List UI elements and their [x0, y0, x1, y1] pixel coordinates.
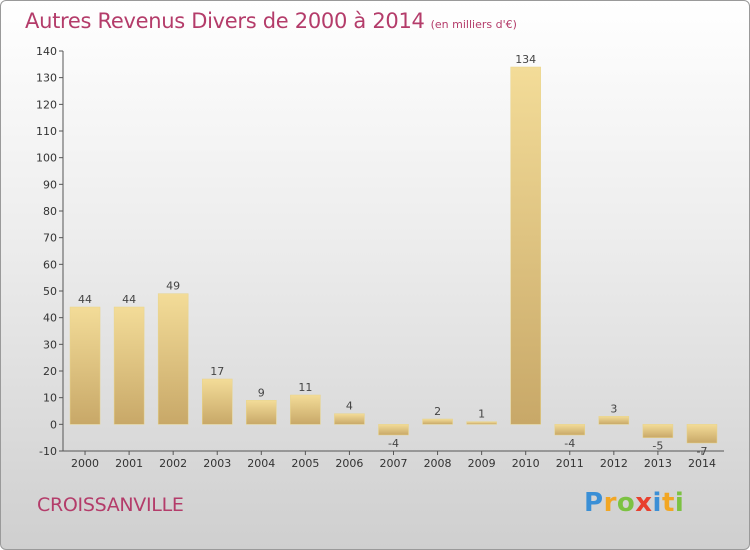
y-tick-label: 110: [36, 125, 57, 138]
bar-value-label: 2: [434, 405, 441, 418]
logo-letter: r: [603, 488, 617, 518]
y-tick-label: 10: [43, 392, 57, 405]
x-tick-label: 2007: [380, 457, 408, 470]
x-tick-label: 2006: [335, 457, 363, 470]
chart-title-block: Autres Revenus Divers de 2000 à 2014 (en …: [25, 9, 517, 33]
logo-letter: t: [661, 488, 675, 518]
bar: [113, 306, 145, 425]
x-tick-label: 2008: [424, 457, 452, 470]
x-tick-label: 2011: [556, 457, 584, 470]
x-tick-label: 2005: [291, 457, 319, 470]
bar-value-label: -4: [388, 437, 399, 450]
bar: [246, 400, 277, 425]
y-tick-label: 30: [43, 338, 57, 351]
bar: [378, 424, 409, 436]
bar: [422, 418, 453, 425]
proxiti-logo: Proxiti: [584, 488, 684, 518]
bar-value-label: 4: [346, 400, 353, 413]
y-tick-label: 90: [43, 178, 57, 191]
x-tick-label: 2004: [247, 457, 275, 470]
bar: [510, 66, 541, 425]
y-tick-label: 0: [50, 418, 57, 431]
y-tick-label: 80: [43, 205, 57, 218]
y-tick-label: 60: [43, 258, 57, 271]
bar: [157, 293, 189, 425]
bar-value-label: 134: [515, 53, 536, 66]
y-tick-label: 130: [36, 72, 57, 85]
city-name: CROISSANVILLE: [37, 494, 184, 516]
bar: [466, 421, 497, 425]
bar: [642, 424, 674, 438]
bar-value-label: 9: [258, 386, 265, 399]
bar-value-label: 1: [478, 408, 485, 421]
x-tick-label: 2001: [115, 457, 143, 470]
bar-value-label: -5: [652, 440, 663, 453]
bar: [598, 416, 630, 425]
logo-letter: i: [674, 488, 685, 518]
x-tick-label: 2012: [600, 457, 628, 470]
x-tick-label: 2000: [71, 457, 99, 470]
bar: [686, 424, 718, 444]
y-tick-label: 100: [36, 152, 57, 165]
logo-letter: o: [616, 488, 636, 518]
bar-value-label: 44: [78, 293, 92, 306]
y-tick-label: -10: [39, 445, 57, 458]
logo-letter: x: [635, 488, 653, 518]
x-tick-label: 2010: [512, 457, 540, 470]
x-tick-label: 2009: [468, 457, 496, 470]
bar-value-label: 17: [210, 365, 224, 378]
bar-value-label: 3: [610, 402, 617, 415]
y-tick-label: 120: [36, 98, 57, 111]
chart-subtitle: (en milliers d'€): [430, 18, 517, 31]
chart-title: Autres Revenus Divers de 2000 à 2014: [25, 9, 425, 33]
bar-value-label: -4: [564, 437, 575, 450]
logo-letter: P: [584, 488, 604, 518]
y-tick-label: 70: [43, 232, 57, 245]
bar: [334, 413, 365, 425]
bar: [554, 424, 586, 436]
bar: [69, 306, 101, 425]
x-tick-label: 2003: [203, 457, 231, 470]
bar: [290, 394, 321, 425]
bar-value-label: 44: [122, 293, 136, 306]
logo-letter: i: [652, 488, 662, 518]
bar: [201, 378, 233, 425]
y-tick-label: 40: [43, 312, 57, 325]
y-tick-label: 50: [43, 285, 57, 298]
x-tick-label: 2014: [688, 457, 716, 470]
y-tick-label: 140: [36, 45, 57, 58]
bar-value-label: 11: [298, 381, 312, 394]
y-tick-label: 20: [43, 365, 57, 378]
bar-value-label: 49: [166, 280, 180, 293]
x-tick-label: 2002: [159, 457, 187, 470]
x-tick-label: 2013: [644, 457, 672, 470]
